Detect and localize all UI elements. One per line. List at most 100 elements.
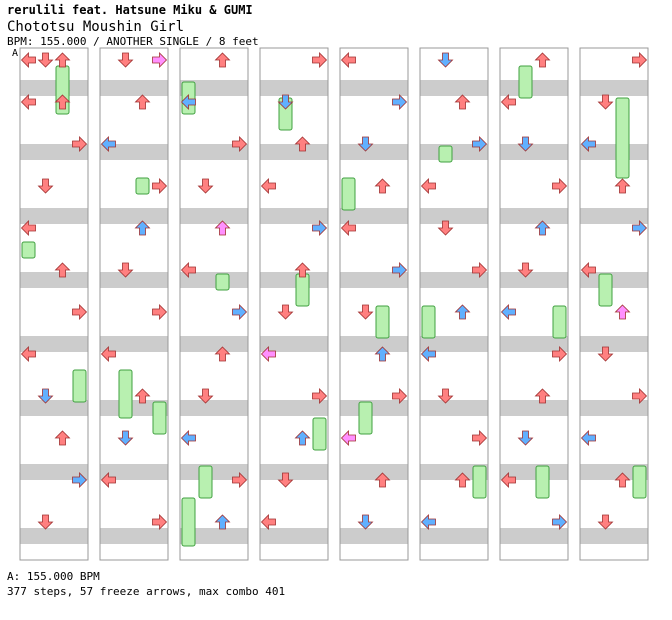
step-arrow: [632, 52, 648, 68]
step-arrow-shape: [357, 136, 374, 152]
freeze-arrow: [295, 273, 310, 307]
step-arrow: [597, 514, 614, 530]
step-arrow-shape: [517, 262, 534, 278]
step-arrow: [552, 346, 568, 362]
step-arrow: [374, 472, 391, 488]
step-arrow: [54, 262, 71, 278]
step-arrow-shape: [632, 220, 648, 236]
step-arrow-shape: [580, 262, 596, 278]
step-arrow-shape: [54, 430, 71, 446]
step-arrow-shape: [500, 472, 516, 488]
step-arrow-shape: [197, 388, 214, 404]
step-arrow: [392, 262, 408, 278]
step-arrow: [614, 472, 631, 488]
step-arrow-shape: [472, 262, 488, 278]
step-arrow-shape: [632, 388, 648, 404]
step-arrow: [437, 52, 454, 68]
step-arrow: [632, 220, 648, 236]
step-arrow-shape: [294, 136, 311, 152]
step-arrow-shape: [294, 262, 311, 278]
step-arrow-shape: [392, 262, 408, 278]
step-arrow: [517, 430, 534, 446]
step-arrow-shape: [374, 472, 391, 488]
step-arrow: [152, 52, 168, 68]
step-arrow-shape: [260, 178, 276, 194]
step-arrow-shape: [437, 220, 454, 236]
step-arrow: [312, 52, 328, 68]
step-arrow-shape: [152, 178, 168, 194]
beat-stripe: [180, 528, 248, 544]
beat-stripe: [580, 208, 648, 224]
step-arrow: [472, 136, 488, 152]
step-arrow: [534, 388, 551, 404]
step-arrow-shape: [152, 52, 168, 68]
beat-stripe: [420, 400, 488, 416]
beat-stripe: [500, 528, 568, 544]
step-arrow: [180, 262, 196, 278]
step-arrow-shape: [117, 430, 134, 446]
freeze-arrow: [535, 465, 550, 499]
step-arrow-shape: [357, 304, 374, 320]
step-arrow-shape: [472, 136, 488, 152]
step-arrow: [437, 388, 454, 404]
freeze-arrow: [118, 369, 133, 419]
beat-stripe: [340, 400, 408, 416]
step-arrow: [357, 136, 374, 152]
step-arrow: [454, 472, 471, 488]
beat-stripe: [260, 336, 328, 352]
step-arrow-shape: [100, 136, 116, 152]
step-arrow: [197, 388, 214, 404]
step-arrow: [500, 94, 516, 110]
beat-stripe: [260, 400, 328, 416]
step-arrow: [54, 94, 71, 110]
freeze-arrow: [518, 65, 533, 99]
step-arrow: [632, 388, 648, 404]
step-arrow: [580, 430, 596, 446]
step-arrow: [117, 262, 134, 278]
step-arrow: [260, 514, 276, 530]
beat-stripe: [340, 464, 408, 480]
step-arrow-shape: [37, 514, 54, 530]
step-arrow-shape: [517, 136, 534, 152]
freeze-arrow: [72, 369, 87, 403]
step-arrow-shape: [312, 220, 328, 236]
step-arrow: [374, 346, 391, 362]
beat-stripe: [420, 336, 488, 352]
step-arrow-shape: [552, 346, 568, 362]
step-arrow-shape: [152, 514, 168, 530]
step-arrow: [357, 304, 374, 320]
step-arrow-shape: [232, 472, 248, 488]
step-arrow: [54, 52, 71, 68]
step-arrow: [614, 178, 631, 194]
chart-column: [339, 47, 409, 561]
step-arrow-shape: [20, 52, 36, 68]
step-arrow: [20, 94, 36, 110]
chart-info: BPM: 155.000 / ANOTHER SINGLE / 8 feet: [7, 35, 259, 48]
freeze-arrow: [438, 145, 453, 163]
beat-stripe: [420, 144, 488, 160]
step-arrow-shape: [340, 430, 356, 446]
step-arrow-shape: [197, 178, 214, 194]
step-arrow-shape: [597, 514, 614, 530]
step-arrow: [500, 472, 516, 488]
step-arrow-shape: [214, 220, 231, 236]
beat-stripe: [100, 528, 168, 544]
step-arrow: [277, 472, 294, 488]
beat-stripe: [100, 144, 168, 160]
beat-stripe: [340, 528, 408, 544]
beat-stripe: [20, 528, 88, 544]
step-arrow-shape: [454, 304, 471, 320]
step-arrow-shape: [37, 178, 54, 194]
step-arrow-shape: [277, 304, 294, 320]
step-arrow: [20, 52, 36, 68]
beat-stripe: [180, 336, 248, 352]
step-arrow: [37, 178, 54, 194]
beat-stripe: [580, 528, 648, 544]
step-arrow: [180, 430, 196, 446]
step-arrow: [500, 304, 516, 320]
step-arrow: [214, 220, 231, 236]
step-arrow-shape: [20, 220, 36, 236]
beat-stripe: [500, 80, 568, 96]
step-arrow-shape: [117, 52, 134, 68]
step-arrow: [232, 136, 248, 152]
